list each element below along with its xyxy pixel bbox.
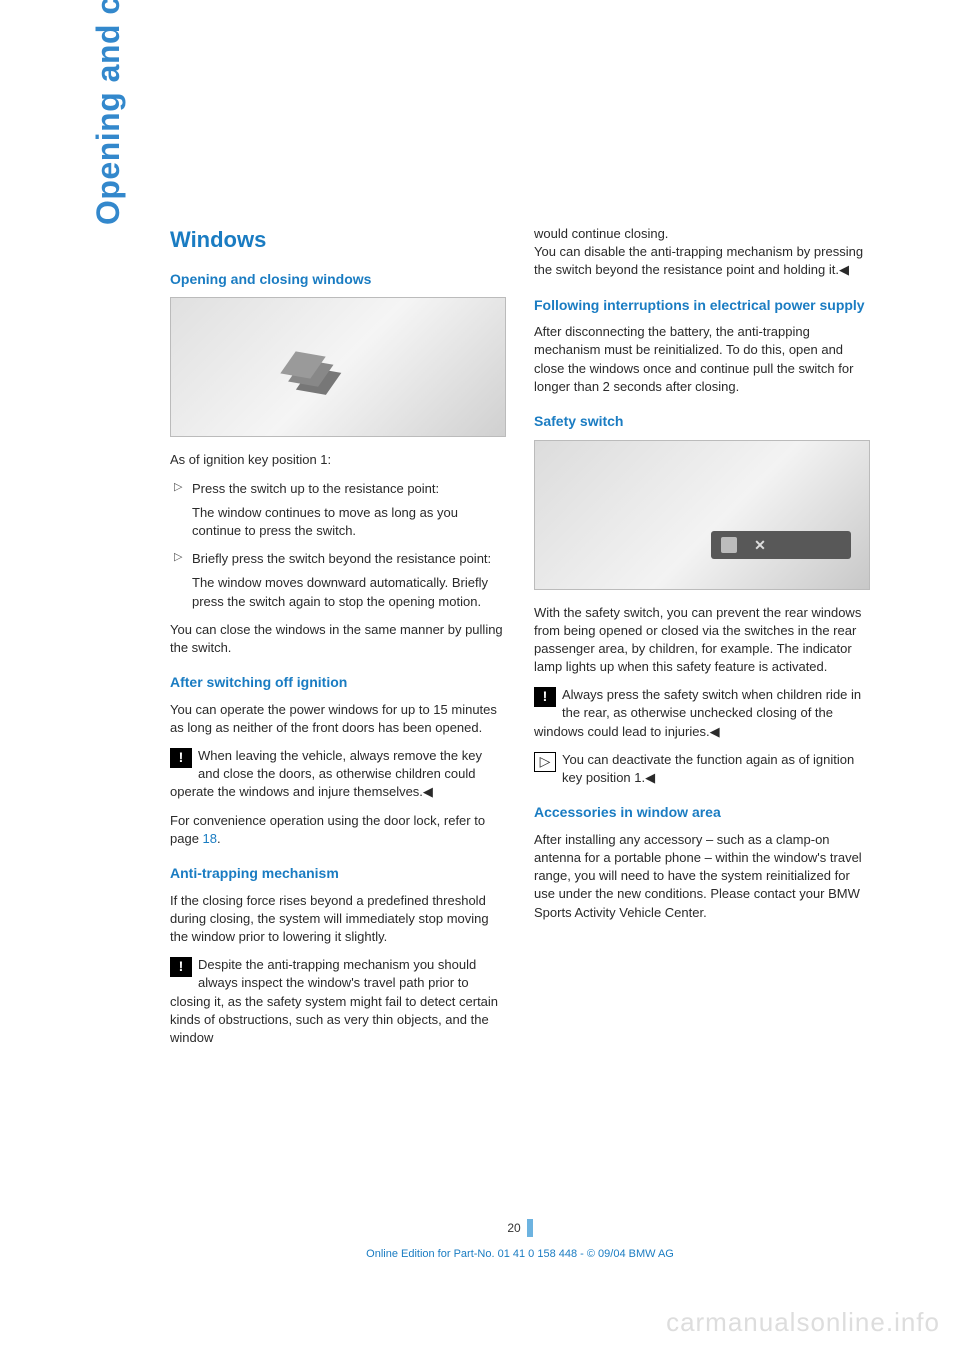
heading-power-interrupt: Following interruptions in electrical po… bbox=[534, 296, 870, 316]
warning-remove-key: ! When leaving the vehicle, always remov… bbox=[170, 747, 506, 802]
para-ignition: As of ignition key position 1: bbox=[170, 451, 506, 469]
content-columns: Windows Opening and closing windows As o… bbox=[170, 225, 870, 1057]
watermark: carmanualsonline.info bbox=[666, 1307, 940, 1338]
heading-safety-switch: Safety switch bbox=[534, 412, 870, 432]
manual-page: Opening and closing Windows Opening and … bbox=[0, 0, 960, 1358]
warning-anti-trap-text: Despite the anti-trapping mechanism you … bbox=[170, 957, 498, 1045]
bullet-1-sub: The window continues to move as long as … bbox=[192, 504, 506, 540]
heading-open-close: Opening and closing windows bbox=[170, 270, 506, 290]
tip-deactivate: ▷ You can deactivate the function again … bbox=[534, 751, 870, 787]
warning-icon: ! bbox=[170, 957, 192, 977]
warning-anti-trap: ! Despite the anti-trapping mechanism yo… bbox=[170, 956, 506, 1047]
warning-safety-switch: ! Always press the safety switch when ch… bbox=[534, 686, 870, 741]
bullet-list: Press the switch up to the resistance po… bbox=[170, 480, 506, 498]
para-continue-closing: would continue closing. bbox=[534, 225, 870, 243]
bullet-list-2: Briefly press the switch beyond the resi… bbox=[170, 550, 506, 568]
para-disable-trap: You can disable the anti-trapping mechan… bbox=[534, 243, 870, 279]
heading-accessories: Accessories in window area bbox=[534, 803, 870, 823]
warning-icon: ! bbox=[170, 748, 192, 768]
bullet-2: Briefly press the switch beyond the resi… bbox=[170, 550, 506, 568]
column-right: would continue closing. You can disable … bbox=[534, 225, 870, 1057]
page-link-18[interactable]: 18 bbox=[203, 831, 217, 846]
warning-icon: ! bbox=[534, 687, 556, 707]
page-number-block: 20 bbox=[170, 1220, 870, 1238]
heading-anti-trap: Anti-trapping mechanism bbox=[170, 864, 506, 884]
footer-line: Online Edition for Part-No. 01 41 0 158 … bbox=[170, 1248, 870, 1260]
safety-switch-graphic bbox=[711, 531, 851, 559]
para-convenience: For convenience operation using the door… bbox=[170, 812, 506, 848]
para-anti-trap: If the closing force rises beyond a pred… bbox=[170, 892, 506, 947]
warning-remove-key-text: When leaving the vehicle, always remove … bbox=[170, 748, 482, 799]
para-15min: You can operate the power windows for up… bbox=[170, 701, 506, 737]
page-number-bar bbox=[527, 1219, 533, 1237]
section-tab: Opening and closing bbox=[90, 0, 127, 225]
column-left: Windows Opening and closing windows As o… bbox=[170, 225, 506, 1057]
para-safety-desc: With the safety switch, you can prevent … bbox=[534, 604, 870, 677]
switch-graphic bbox=[280, 351, 325, 378]
tip-deactivate-text: You can deactivate the function again as… bbox=[562, 752, 854, 785]
para-accessories: After installing any accessory – such as… bbox=[534, 831, 870, 922]
figure-safety-switch bbox=[534, 440, 870, 590]
para-convenience-b: . bbox=[217, 831, 221, 846]
para-reinit: After disconnecting the battery, the ant… bbox=[534, 323, 870, 396]
bullet-1: Press the switch up to the resistance po… bbox=[170, 480, 506, 498]
bullet-2-sub: The window moves downward automatically.… bbox=[192, 574, 506, 610]
page-number: 20 bbox=[507, 1221, 524, 1235]
para-close-manner: You can close the windows in the same ma… bbox=[170, 621, 506, 657]
warning-safety-text: Always press the safety switch when chil… bbox=[534, 687, 861, 738]
heading-after-ignition: After switching off ignition bbox=[170, 673, 506, 693]
figure-window-switch bbox=[170, 297, 506, 437]
tip-icon: ▷ bbox=[534, 752, 556, 772]
heading-windows: Windows bbox=[170, 225, 506, 256]
